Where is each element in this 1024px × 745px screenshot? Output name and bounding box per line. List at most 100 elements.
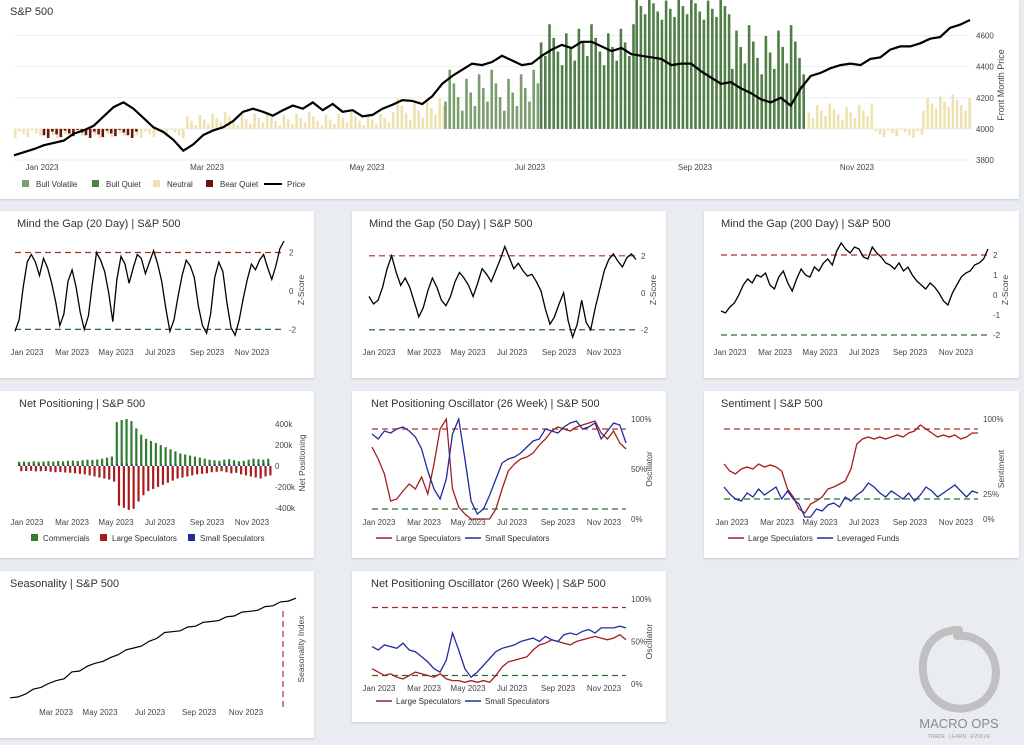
regime-bar bbox=[244, 119, 248, 129]
x-tick-label: Mar 2023 bbox=[758, 348, 792, 357]
small-spec-bar bbox=[18, 464, 21, 466]
regime-bar bbox=[307, 112, 311, 129]
regime-bar bbox=[623, 42, 627, 129]
regime-bar bbox=[122, 128, 126, 133]
small-spec-bar bbox=[180, 464, 182, 466]
osc260-panel: Net Positioning Oscillator (260 Week) | … bbox=[352, 571, 666, 722]
seasonality-chart: Mar 2023 May 2023 Jul 2023 Sep 2023 Nov 2023… bbox=[9, 597, 306, 717]
regime-bar bbox=[148, 128, 151, 135]
regime-bar bbox=[594, 37, 597, 129]
small-spec-bar bbox=[67, 464, 70, 466]
small-spec-bar bbox=[224, 463, 226, 466]
gap200-title: Mind the Gap (200 Day) | S&P 500 bbox=[721, 218, 891, 230]
osc26-legend: Large Speculators Small Speculators bbox=[376, 534, 549, 543]
regime-bar bbox=[202, 119, 206, 129]
legend-swatch-bull-quiet bbox=[92, 180, 99, 187]
regime-bar bbox=[448, 69, 451, 129]
sp500-panel: S&P 500 3800 4000 4200 4400 4600 Jan 2023 Mar … bbox=[0, 0, 1019, 199]
commercials-bar bbox=[164, 447, 167, 466]
regime-bar bbox=[461, 110, 464, 129]
commercials-bar bbox=[193, 456, 197, 466]
commercials-bar bbox=[96, 459, 99, 466]
large-spec-bar bbox=[73, 466, 77, 474]
osc26-chart: Large Speculators Small Speculators 0% 50… bbox=[363, 415, 654, 543]
regime-bar bbox=[673, 16, 676, 129]
small-spec-bar bbox=[243, 464, 246, 466]
regime-bar bbox=[26, 128, 30, 138]
y-tick-label: -400k bbox=[275, 504, 296, 513]
commercials-bar bbox=[232, 460, 236, 466]
commercials-bar bbox=[262, 459, 265, 466]
small-spec-bar bbox=[253, 464, 255, 466]
x-tick-label: Sep 2023 bbox=[541, 684, 576, 693]
legend-swatch-commercials bbox=[31, 534, 38, 541]
regime-bar bbox=[607, 33, 610, 129]
regime-bar bbox=[135, 128, 138, 132]
y-tick-label: -2 bbox=[641, 326, 649, 335]
y-tick-label: 100% bbox=[631, 595, 651, 604]
regime-bar bbox=[105, 128, 109, 131]
regime-bar bbox=[387, 122, 391, 129]
regime-bar bbox=[18, 128, 21, 132]
small-spec-bar bbox=[189, 465, 192, 466]
regime-bar bbox=[752, 41, 755, 129]
legend-bull-volatile: Bull Volatile bbox=[36, 180, 78, 189]
regime-bar bbox=[639, 6, 643, 129]
regime-bar bbox=[303, 122, 307, 129]
x-tick-label: Nov 2023 bbox=[939, 518, 974, 527]
commercials-bar bbox=[120, 420, 123, 466]
large-spec-bar bbox=[269, 466, 272, 476]
regime-bar bbox=[731, 68, 734, 129]
regime-bar bbox=[660, 19, 664, 129]
commercials-bar bbox=[267, 458, 270, 466]
small-spec-bar bbox=[258, 463, 260, 466]
regime-bar bbox=[114, 128, 117, 137]
regime-bar bbox=[711, 8, 714, 129]
commercials-bar bbox=[125, 419, 128, 466]
regime-bar bbox=[573, 60, 576, 129]
commercials-bar bbox=[188, 455, 192, 466]
regime-bar bbox=[602, 65, 606, 129]
netpos-legend: Commercials Large Speculators Small Spec… bbox=[31, 534, 264, 543]
regime-bar bbox=[926, 97, 929, 129]
commercials-bar bbox=[27, 462, 30, 466]
commercials-bar bbox=[52, 461, 55, 466]
regime-bar bbox=[828, 103, 832, 129]
large-spec-bar bbox=[142, 466, 145, 496]
regime-bar bbox=[807, 112, 811, 129]
x-tick-label: Nov 2023 bbox=[587, 518, 622, 527]
regime-bar bbox=[964, 110, 967, 129]
large-spec-bar bbox=[210, 466, 213, 473]
regime-bar bbox=[55, 128, 58, 135]
regime-bar bbox=[67, 128, 71, 134]
regime-bar bbox=[845, 107, 848, 129]
sp500-title: S&P 500 bbox=[10, 6, 54, 18]
large-spec-bar bbox=[69, 466, 72, 473]
regime-bar bbox=[832, 108, 836, 129]
regime-bar bbox=[836, 114, 840, 129]
y-tick-label: 0 bbox=[289, 287, 294, 296]
regime-bar bbox=[781, 46, 784, 129]
commercials-bar bbox=[247, 459, 250, 466]
large-spec-bar bbox=[249, 466, 252, 477]
commercials-bar bbox=[101, 458, 104, 466]
regime-bar bbox=[354, 116, 357, 129]
small-spec-bar bbox=[102, 464, 104, 466]
small-spec-bar bbox=[194, 465, 197, 466]
commercials-bar bbox=[76, 460, 79, 466]
x-tick-label: Sep 2023 bbox=[678, 163, 713, 172]
x-tick-label: Jan 2023 bbox=[11, 348, 44, 357]
regime-bar bbox=[841, 119, 844, 129]
regime-bar bbox=[486, 101, 489, 129]
regime-bar bbox=[430, 107, 433, 129]
regime-bar bbox=[51, 128, 54, 132]
large-spec-bar bbox=[88, 466, 91, 476]
small-spec-bar bbox=[263, 463, 265, 466]
y-tick-label: 200k bbox=[275, 441, 293, 450]
regime-bar bbox=[507, 78, 510, 129]
series-line-1 bbox=[371, 633, 627, 684]
regime-bar bbox=[249, 123, 252, 129]
regime-bar bbox=[198, 115, 202, 129]
large-spec-bar bbox=[20, 466, 23, 472]
regime-bar bbox=[895, 128, 898, 137]
